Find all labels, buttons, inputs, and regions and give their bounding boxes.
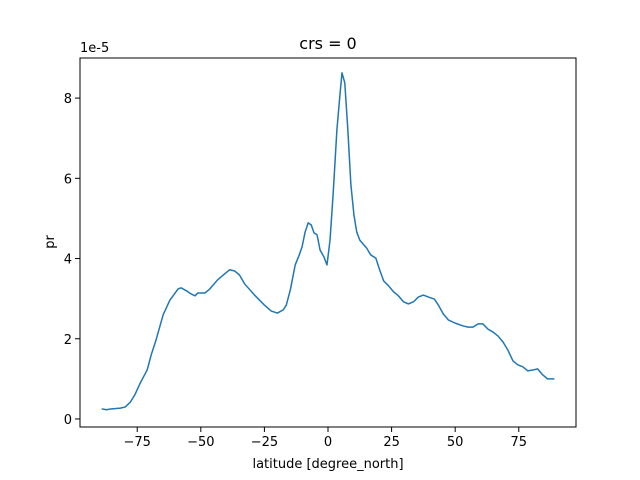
x-tick-label: 25 — [383, 435, 400, 450]
data-line — [101, 72, 555, 411]
y-tick-label: 6 — [64, 172, 72, 187]
x-tick-label: 0 — [324, 435, 332, 450]
x-tick-label: −50 — [187, 435, 214, 450]
y-tick-label: 2 — [64, 333, 72, 348]
axes-frame — [79, 57, 577, 428]
x-tick-label: 75 — [510, 435, 527, 450]
x-tick-label: 50 — [447, 435, 464, 450]
y-tick-label: 8 — [64, 92, 72, 107]
y-tick-label: 4 — [64, 253, 72, 268]
chart-title: crs = 0 — [299, 34, 356, 53]
x-axis-label: latitude [degree_north] — [252, 457, 403, 472]
y-tick-label: 0 — [64, 413, 72, 428]
y-axis-label: pr — [43, 235, 58, 249]
x-tick-label: −25 — [251, 435, 278, 450]
plot-area: −75 −50 −25 0 25 50 75 0 2 4 6 8 — [64, 72, 555, 450]
x-tick-label: −75 — [124, 435, 151, 450]
y-offset-label: 1e-5 — [80, 41, 109, 56]
